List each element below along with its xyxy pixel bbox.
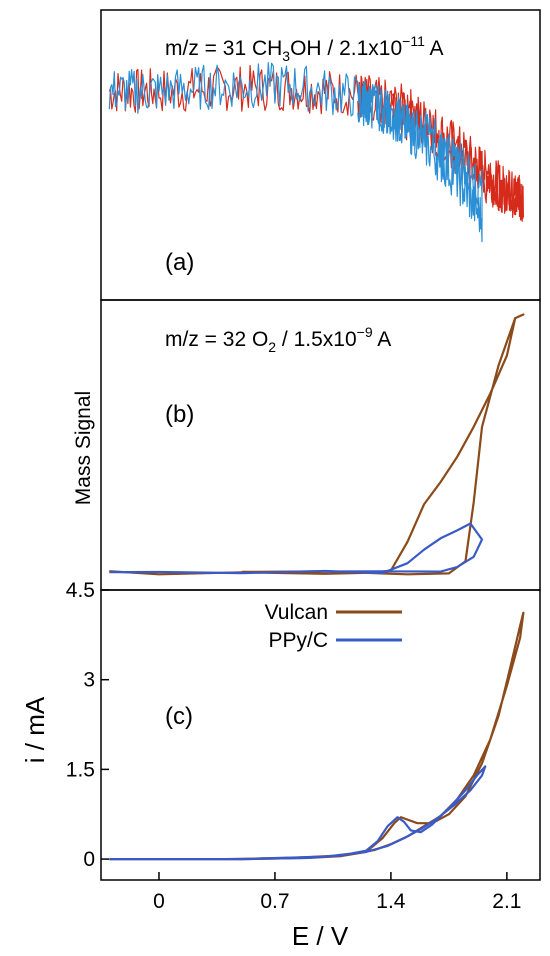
series-line-ppy-c — [109, 765, 487, 861]
panel-b-plot — [109, 313, 525, 576]
panel-c-label: (c) — [165, 703, 193, 730]
panel-b-label: (b) — [165, 401, 194, 428]
series-line-ppy-c — [109, 522, 484, 575]
panel-a-label: (a) — [165, 249, 194, 276]
legend: Vulcan PPy/C — [265, 601, 402, 652]
panel-a-annotation: m/z = 31 CH3OH / 2.1x10−11 A — [165, 33, 444, 64]
panel-b-annotation: m/z = 32 O2 / 1.5x10−9 A — [165, 324, 391, 355]
x-tick-label: 1.4 — [376, 890, 406, 913]
series-line-vulcan — [109, 313, 525, 576]
y-tick-label: 4.5 — [66, 579, 95, 602]
y-tick-label: 0 — [83, 848, 95, 871]
y-tick-label: 1.5 — [66, 758, 95, 781]
legend-label-vulcan: Vulcan — [265, 601, 328, 624]
panel-c-frame — [100, 589, 541, 881]
panel-a-plot — [108, 62, 524, 243]
c-xlabel: E / V — [292, 921, 349, 951]
series-line-ppy-c — [108, 62, 483, 243]
c-ylabel: i / mA — [20, 696, 50, 763]
x-tick-label: 0 — [153, 890, 165, 913]
panel-c-ticks: 0 0.7 1.4 2.1 0 1.5 3 4.5 — [66, 579, 522, 913]
x-tick-label: 0.7 — [260, 890, 289, 913]
x-tick-label: 2.1 — [492, 890, 521, 913]
legend-label-ppy: PPy/C — [268, 629, 328, 652]
y-tick-label: 3 — [83, 669, 95, 692]
panel-c-plot — [109, 611, 525, 861]
mass-signal-label: Mass Signal — [72, 391, 95, 505]
